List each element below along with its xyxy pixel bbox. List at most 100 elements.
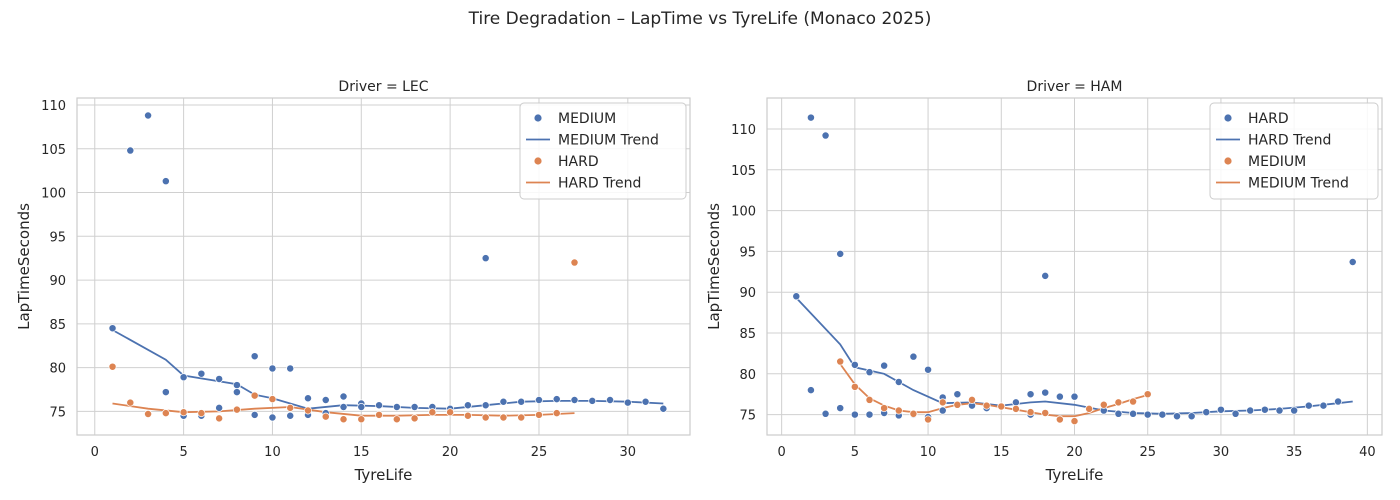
y-tick-label: 90 — [739, 286, 756, 301]
legend-label: MEDIUM — [558, 111, 616, 127]
data-point — [1319, 401, 1328, 410]
data-point — [836, 404, 845, 413]
x-tick-label: 5 — [179, 445, 187, 460]
data-point — [1114, 409, 1123, 418]
data-point — [339, 415, 348, 424]
data-point — [924, 365, 933, 374]
data-point — [410, 414, 419, 423]
data-point — [499, 397, 508, 406]
data-point — [250, 352, 259, 361]
data-point — [909, 409, 918, 418]
data-point — [821, 131, 830, 140]
data-point — [836, 249, 845, 258]
x-tick-label: 5 — [851, 445, 859, 460]
data-point — [535, 396, 543, 404]
data-point — [463, 401, 472, 410]
y-tick-label: 85 — [49, 318, 66, 333]
data-point — [1070, 417, 1079, 426]
data-point — [286, 364, 295, 373]
data-point — [1041, 388, 1050, 397]
data-point — [570, 258, 579, 267]
data-point — [552, 409, 561, 418]
legend-box — [1209, 102, 1379, 200]
data-point — [1173, 412, 1181, 421]
data-point — [570, 396, 579, 404]
x-tick-label: 30 — [1213, 445, 1230, 460]
plot-frame — [766, 97, 1383, 436]
y-tick-label: 110 — [731, 123, 756, 138]
legend-marker — [534, 114, 542, 122]
data-point — [1026, 390, 1035, 399]
data-point — [1129, 409, 1138, 418]
data-point — [1275, 406, 1284, 415]
x-tick-label: 15 — [993, 445, 1010, 460]
y-tick-label: 80 — [49, 362, 66, 377]
data-point — [268, 395, 277, 404]
data-point — [1202, 408, 1211, 417]
data-point — [659, 404, 668, 413]
data-point — [286, 411, 295, 420]
data-point — [126, 146, 135, 155]
data-point — [588, 396, 597, 405]
y-tick-label: 90 — [49, 274, 66, 289]
data-point — [1304, 401, 1313, 410]
data-point — [268, 413, 277, 422]
panel-title: Driver = LEC — [338, 79, 428, 95]
trend-line — [795, 297, 1353, 415]
x-tick-label: 0 — [91, 445, 99, 460]
data-point — [1334, 397, 1343, 406]
legend-label: HARD Trend — [1248, 133, 1331, 149]
data-point — [144, 111, 153, 120]
data-point — [463, 411, 472, 420]
data-point — [880, 361, 889, 370]
y-tick-label: 100 — [731, 205, 756, 220]
x-tick-label: 10 — [264, 445, 281, 460]
data-point — [232, 388, 241, 397]
data-point — [641, 397, 650, 406]
data-point — [481, 413, 490, 422]
data-point — [997, 402, 1006, 411]
data-point — [1070, 392, 1079, 401]
data-point — [161, 177, 170, 186]
data-point — [108, 362, 117, 371]
data-point — [938, 406, 947, 415]
data-point — [481, 401, 490, 410]
x-tick-label: 25 — [1139, 445, 1156, 460]
x-tick-label: 35 — [1286, 445, 1303, 460]
y-axis-label: LapTimeSeconds — [15, 203, 33, 330]
plot-frame — [76, 97, 691, 436]
x-axis-label: TyreLife — [1045, 466, 1104, 484]
data-point — [1085, 404, 1094, 413]
data-point — [894, 378, 903, 386]
y-axis-label: LapTimeSeconds — [705, 203, 723, 330]
data-point — [880, 404, 889, 413]
data-point — [126, 398, 135, 407]
legend-label: MEDIUM — [1248, 154, 1306, 170]
data-point — [215, 403, 224, 412]
data-point — [623, 398, 632, 407]
data-point — [410, 403, 419, 411]
data-point — [552, 395, 561, 404]
legend-marker — [534, 157, 542, 165]
x-tick-label: 20 — [442, 445, 459, 460]
data-point — [1216, 405, 1225, 414]
trend-line — [839, 363, 1148, 418]
data-point — [357, 415, 366, 424]
data-point — [1026, 408, 1035, 417]
data-point — [286, 403, 295, 412]
data-point — [179, 408, 188, 417]
y-tick-label: 75 — [49, 405, 66, 420]
panel-lec: 0 5 10 15 20 25 30 75 80 85 90 95 100 105 110 Driver = … — [15, 79, 691, 484]
data-point — [894, 406, 903, 415]
figure-title: Tire Degradation – LapTime vs TyreLife (… — [468, 9, 932, 29]
x-tick-label: 20 — [1066, 445, 1083, 460]
x-axis-label: TyreLife — [354, 466, 413, 484]
x-tick-label: 25 — [531, 445, 548, 460]
legend-box — [519, 102, 687, 200]
data-point — [850, 382, 859, 391]
data-point — [481, 254, 490, 263]
y-tick-label: 95 — [739, 245, 756, 260]
y-tick-label: 85 — [739, 327, 756, 342]
data-point — [1041, 409, 1050, 417]
data-point — [850, 410, 859, 419]
